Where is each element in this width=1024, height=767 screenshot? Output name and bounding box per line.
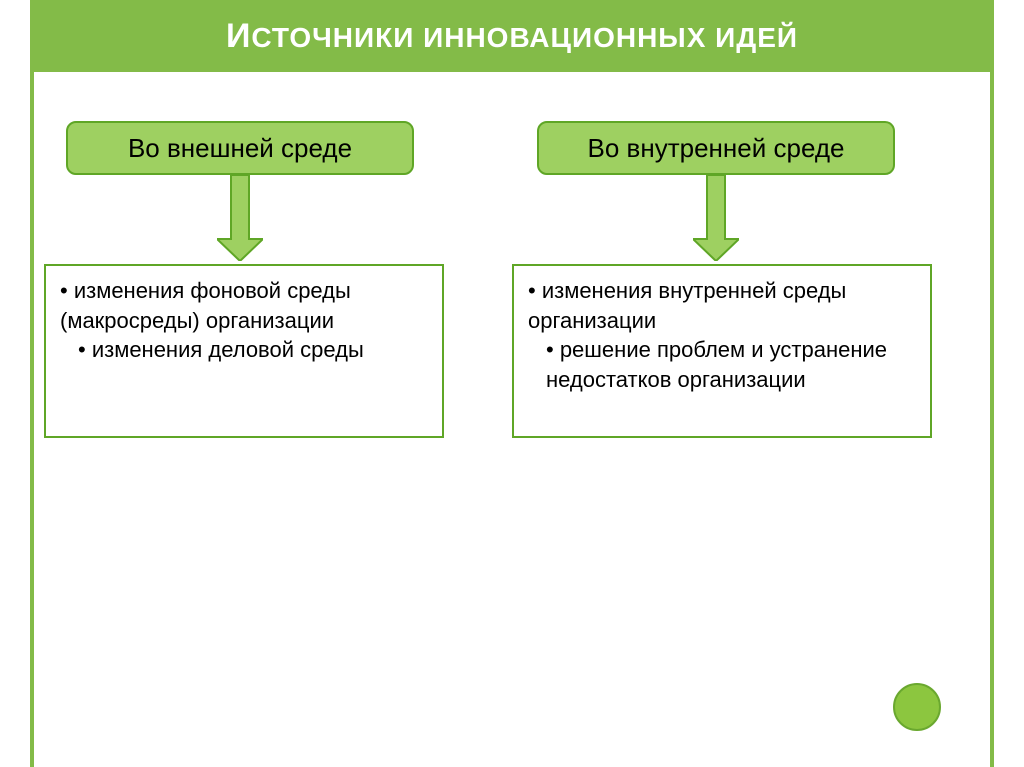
content-external: • изменения фоновой среды (макросреды) о… <box>44 264 444 438</box>
external-item-1: • изменения фоновой среды (макросреды) о… <box>60 276 428 335</box>
internal-item-2: • решение проблем и устранение недостатк… <box>528 335 916 394</box>
left-border-accent <box>30 0 34 767</box>
title-rest: СТОЧНИКИ ИННОВАЦИОННЫХ ИДЕЙ <box>251 22 798 53</box>
arrow-internal <box>693 175 739 261</box>
decorative-circle <box>893 683 941 731</box>
content-internal: • изменения внутренней среды организации… <box>512 264 932 438</box>
category-external-label: Во внешней среде <box>128 133 352 164</box>
right-border-accent <box>990 0 994 767</box>
arrow-external <box>217 175 263 261</box>
title-first-letter: И <box>226 17 251 55</box>
category-internal: Во внутренней среде <box>537 121 895 175</box>
slide-title: ИСТОЧНИКИ ИННОВАЦИОННЫХ ИДЕЙ <box>30 0 994 72</box>
external-item-2: • изменения деловой среды <box>60 335 428 365</box>
internal-item-1: • изменения внутренней среды организации <box>528 276 916 335</box>
category-internal-label: Во внутренней среде <box>588 133 845 164</box>
category-external: Во внешней среде <box>66 121 414 175</box>
